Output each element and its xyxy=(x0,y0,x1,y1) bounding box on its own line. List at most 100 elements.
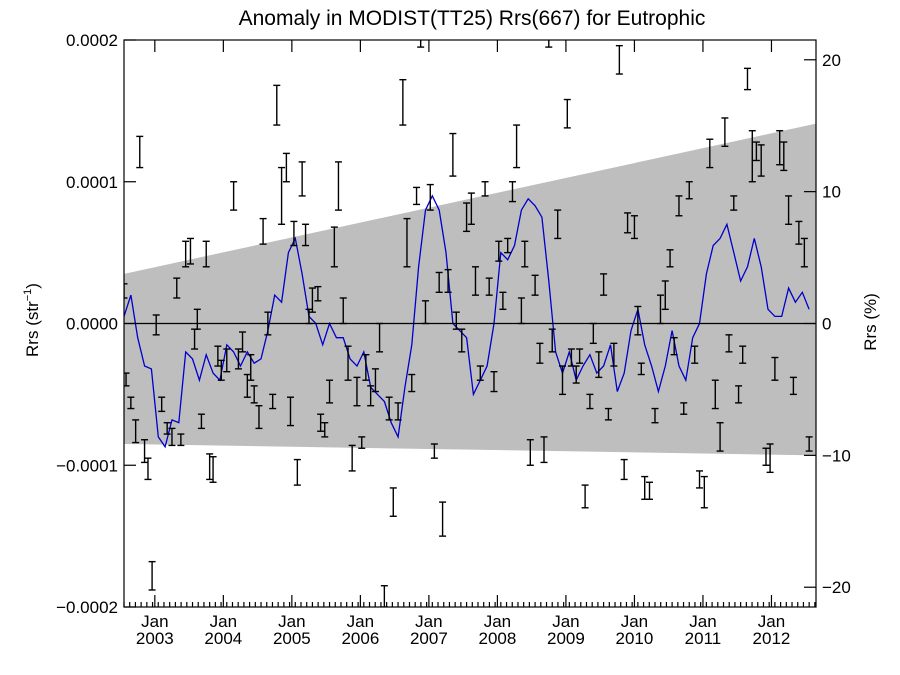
error-bar xyxy=(545,40,553,48)
plot-area xyxy=(124,40,816,607)
error-bar xyxy=(358,436,366,449)
error-bar xyxy=(739,345,747,364)
error-bar xyxy=(403,217,411,268)
error-bar xyxy=(634,305,642,336)
error-bar xyxy=(481,181,489,197)
error-bar xyxy=(250,385,258,404)
error-bar xyxy=(163,422,171,435)
error-bar xyxy=(789,376,797,396)
x-tick-month: Jan xyxy=(758,612,785,631)
error-bar xyxy=(394,402,402,421)
error-bar xyxy=(531,274,539,296)
error-bar xyxy=(217,359,225,381)
error-bar xyxy=(661,280,669,311)
x-tick-month: Jan xyxy=(621,612,648,631)
error-bar xyxy=(269,393,277,410)
error-bar xyxy=(124,372,130,387)
error-bar xyxy=(785,195,793,225)
error-bar xyxy=(771,356,779,381)
x-tick-month: Jan xyxy=(210,612,237,631)
axis-ticks: 0.00020.00010.0000−0.0001−0.000220100−10… xyxy=(56,31,851,648)
x-tick-year: 2005 xyxy=(273,629,311,648)
error-bar xyxy=(259,217,267,245)
error-bar xyxy=(124,283,128,299)
error-bar xyxy=(348,444,356,472)
error-bar xyxy=(399,78,407,126)
error-bar xyxy=(158,396,166,413)
x-tick-year: 2004 xyxy=(204,629,242,648)
error-bar xyxy=(339,297,347,325)
error-bar xyxy=(385,396,393,421)
error-bar xyxy=(330,226,338,268)
error-bar xyxy=(780,141,788,172)
right-axis-label: Rrs (%) xyxy=(861,293,880,351)
y-tick-label: 0.0001 xyxy=(66,173,118,192)
error-bar xyxy=(581,484,589,509)
error-bar xyxy=(615,44,623,75)
error-bar xyxy=(290,220,298,247)
error-bar xyxy=(177,433,185,447)
error-bar xyxy=(641,475,649,500)
error-bar xyxy=(132,419,140,444)
error-bar xyxy=(576,348,584,364)
error-bar xyxy=(148,560,156,591)
error-bar xyxy=(600,273,608,296)
error-bar xyxy=(417,40,425,48)
error-bar xyxy=(748,130,756,183)
error-bar xyxy=(127,396,135,410)
error-bar xyxy=(762,447,770,466)
error-bar xyxy=(540,436,548,464)
error-bar xyxy=(302,223,310,247)
error-bar xyxy=(610,342,618,367)
x-tick-year: 2008 xyxy=(478,629,516,648)
error-bar xyxy=(243,373,251,398)
error-bar xyxy=(685,181,693,200)
error-bar xyxy=(513,124,521,169)
error-bar xyxy=(230,181,238,211)
error-bar xyxy=(700,475,708,509)
error-bar xyxy=(721,117,729,148)
error-bar xyxy=(247,353,255,381)
error-bar xyxy=(413,186,421,206)
error-bar xyxy=(136,135,144,169)
error-bar xyxy=(214,345,222,367)
error-bar xyxy=(173,277,181,299)
error-bar xyxy=(317,413,325,432)
error-bar xyxy=(168,427,176,447)
confidence-band xyxy=(124,123,816,456)
error-bar xyxy=(286,396,294,427)
error-bar xyxy=(706,138,714,169)
y-tick-label: 0.0000 xyxy=(66,315,118,334)
error-bar xyxy=(620,458,628,481)
error-bar xyxy=(637,362,645,376)
error-bar xyxy=(800,237,808,268)
error-bar xyxy=(458,328,466,353)
error-bar xyxy=(675,195,683,217)
error-bar xyxy=(182,240,190,268)
error-bar xyxy=(202,240,210,268)
error-bar xyxy=(273,84,281,126)
error-bar xyxy=(521,240,529,268)
error-bar xyxy=(766,443,774,474)
error-bar xyxy=(586,393,594,410)
x-tick-year: 2012 xyxy=(753,629,791,648)
error-bar xyxy=(680,402,688,415)
x-tick-year: 2003 xyxy=(136,629,174,648)
error-bar xyxy=(197,413,205,430)
error-bar xyxy=(495,240,503,262)
error-bar xyxy=(485,277,493,296)
error-bar xyxy=(144,457,152,481)
error-bar xyxy=(554,209,562,240)
error-bar xyxy=(209,456,217,483)
error-bar xyxy=(278,166,286,225)
error-bar xyxy=(193,308,201,330)
error-bar xyxy=(630,215,638,240)
error-bar xyxy=(563,98,571,129)
error-bar xyxy=(362,353,370,381)
error-bar xyxy=(691,345,699,364)
x-tick-month: Jan xyxy=(415,612,442,631)
error-bar xyxy=(439,501,447,537)
x-tick-year: 2011 xyxy=(685,629,722,648)
error-bar xyxy=(380,585,388,607)
